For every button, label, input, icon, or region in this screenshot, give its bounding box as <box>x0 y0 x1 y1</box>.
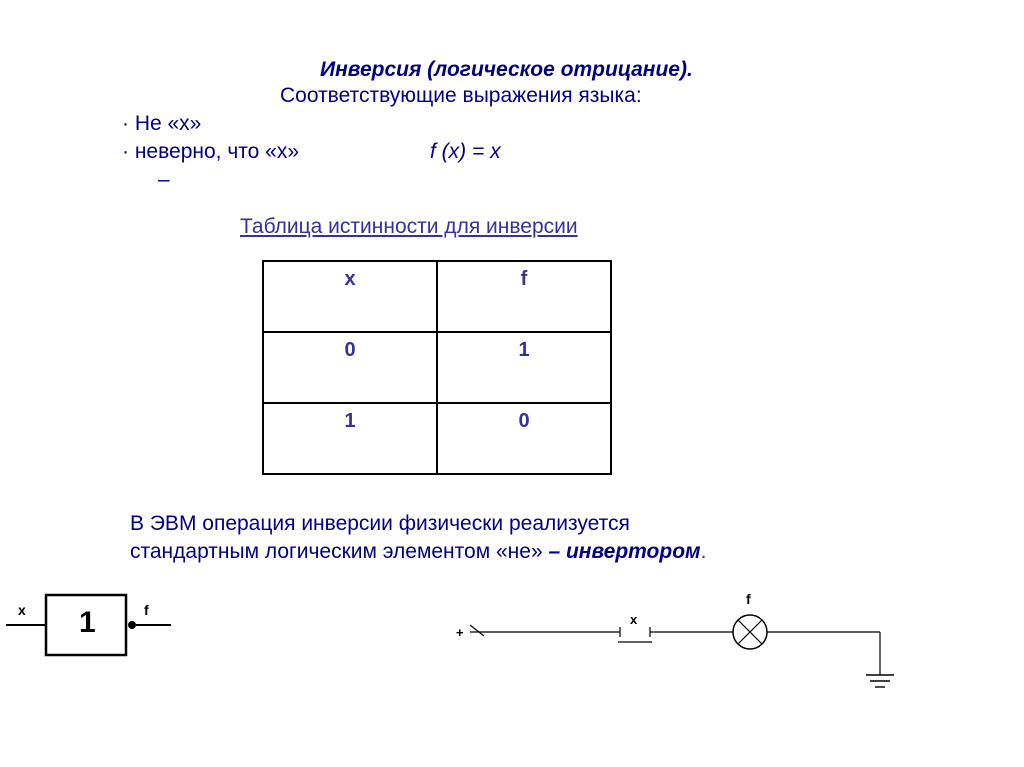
table-row: 1 0 <box>263 403 611 474</box>
explain-line2c: . <box>701 540 707 563</box>
table-cell: 1 <box>437 332 611 403</box>
table-caption: Таблица истинности для инверсии <box>240 215 578 239</box>
dash: – <box>158 168 170 192</box>
bullet-2: · неверно, что «x» <box>122 140 299 164</box>
circuit-switch-label: x <box>630 612 638 627</box>
table-row: 0 1 <box>263 332 611 403</box>
table-header-x: x <box>263 261 437 332</box>
subtitle: Соответствующие выражения языка: <box>280 84 642 108</box>
explain-line2a: стандартным логическим элементом «не» <box>130 540 548 563</box>
table-header-f: f <box>437 261 611 332</box>
inverter-gate-diagram: x 1 f <box>6 580 206 680</box>
page-title: Инверсия (логическое отрицание). <box>320 58 693 82</box>
circuit-plus-label: + <box>456 625 464 640</box>
bullet-1: · Не «x» <box>122 112 201 136</box>
table-cell: 0 <box>263 332 437 403</box>
gate-input-label: x <box>18 602 26 618</box>
gate-output-label: f <box>144 602 149 618</box>
table-cell: 1 <box>263 403 437 474</box>
gate-body-label: 1 <box>79 606 96 639</box>
table-cell: 0 <box>437 403 611 474</box>
truth-table: x f 0 1 1 0 <box>262 260 612 475</box>
table-row: x f <box>263 261 611 332</box>
explain-line1: В ЭВМ операция инверсии физически реализ… <box>130 512 630 535</box>
circuit-lamp-label: f <box>746 591 751 607</box>
switch-arm-icon <box>470 625 484 636</box>
explain-line2b: – инвертором <box>548 540 700 563</box>
circuit-diagram: + x f <box>450 580 920 720</box>
explanation-text: В ЭВМ операция инверсии физически реализ… <box>130 510 706 567</box>
inversion-dot-icon <box>128 621 136 629</box>
formula: f (x) = x <box>430 140 501 164</box>
